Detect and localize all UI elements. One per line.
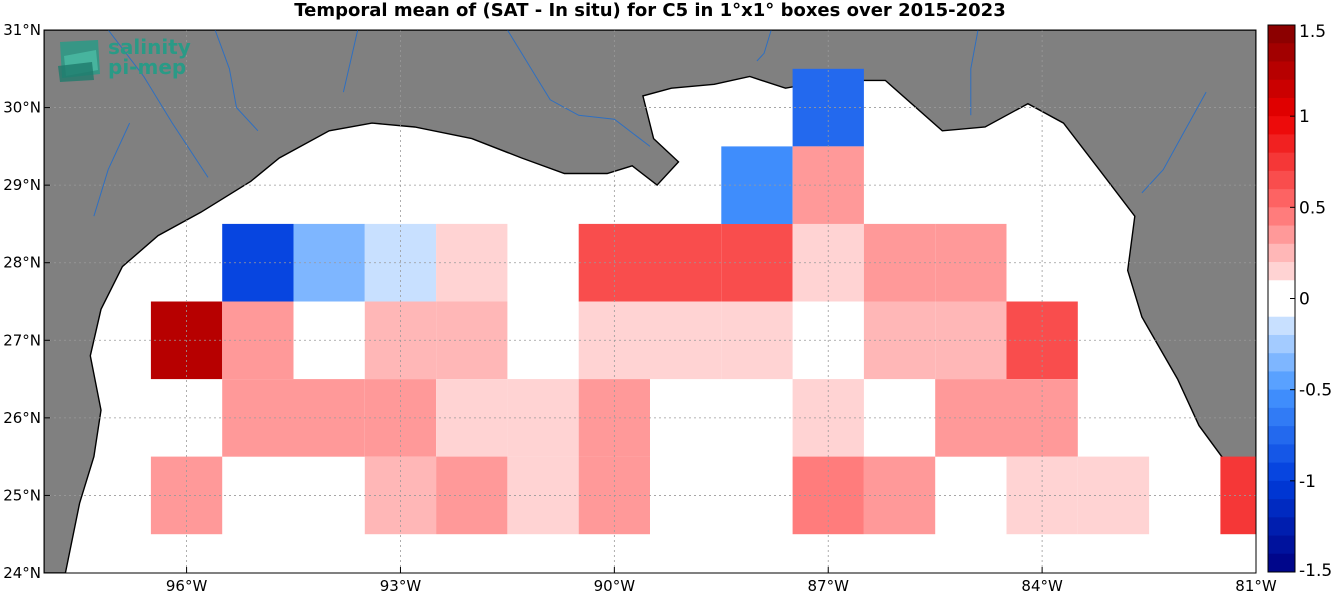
axis-ticks: 96°W 93°W 90°W 87°W 84°W 81°W 24°N 25°N 26°N 27°N… bbox=[3, 21, 1277, 594]
lon-tick-label: 90°W bbox=[594, 577, 636, 594]
heatmap-cell bbox=[721, 223, 793, 302]
colorbar-segment bbox=[1268, 116, 1295, 135]
colorbar-segment bbox=[1268, 444, 1295, 463]
heatmap-cell bbox=[436, 301, 508, 380]
heatmap-cell bbox=[1077, 456, 1150, 535]
colorbar-tick-label: -1.5 bbox=[1299, 561, 1332, 581]
lon-tick-label: 87°W bbox=[808, 577, 850, 594]
colorbar-segment bbox=[1268, 134, 1295, 154]
colorbar-segment bbox=[1268, 462, 1295, 482]
river-line bbox=[970, 30, 979, 116]
river-line bbox=[93, 122, 131, 217]
logo: salinity pi-mep bbox=[58, 35, 191, 82]
colorbar-segment bbox=[1268, 499, 1295, 518]
river-line bbox=[214, 30, 259, 132]
colorbar-segment bbox=[1268, 152, 1295, 172]
river-line bbox=[506, 30, 651, 147]
colorbar-segment bbox=[1268, 535, 1295, 555]
colorbar-segment bbox=[1268, 61, 1295, 81]
land-layer bbox=[44, 30, 1256, 573]
lon-tick-label: 93°W bbox=[380, 577, 422, 594]
salinity-pimep-logo-icon bbox=[58, 40, 100, 82]
heatmap-cell bbox=[222, 301, 294, 380]
colorbar-segment bbox=[1268, 407, 1295, 427]
colorbar-segment bbox=[1268, 371, 1295, 391]
heatmap-cell bbox=[507, 379, 579, 457]
lat-tick-label: 31°N bbox=[3, 21, 41, 39]
colorbar-segment bbox=[1268, 280, 1295, 299]
colorbar-tick-label: -0.5 bbox=[1299, 381, 1332, 401]
heatmap-cell bbox=[721, 146, 793, 224]
lat-tick-label: 26°N bbox=[3, 409, 41, 427]
colorbar-segment bbox=[1268, 189, 1295, 208]
colorbar-segment bbox=[1268, 517, 1295, 536]
lon-tick-label: 84°W bbox=[1021, 577, 1063, 594]
colorbar-tick-label: 1.5 bbox=[1299, 22, 1326, 42]
plot-frame bbox=[43, 29, 1257, 574]
colorbar-segment bbox=[1268, 243, 1295, 263]
colorbar-segment bbox=[1268, 43, 1295, 62]
colorbar-tick-label: 0 bbox=[1299, 290, 1310, 310]
colorbar-tick-label: 0.5 bbox=[1299, 198, 1326, 218]
colorbar-ticks: 1.5 1 0.5 0 -0.5 -1 -1.5 bbox=[1290, 22, 1332, 581]
river-line bbox=[1141, 91, 1207, 194]
river-line bbox=[756, 30, 772, 62]
heatmap-cell bbox=[222, 223, 294, 302]
colorbar-segment bbox=[1268, 553, 1295, 573]
lat-tick-label: 29°N bbox=[3, 176, 41, 194]
lat-tick-label: 25°N bbox=[3, 486, 41, 504]
colorbar-segment bbox=[1268, 389, 1295, 409]
colorbar-tick-label: -1 bbox=[1299, 472, 1316, 492]
lat-tick-label: 28°N bbox=[3, 254, 41, 272]
lat-tick-label: 24°N bbox=[3, 564, 41, 582]
river-line bbox=[342, 30, 359, 93]
heatmap-cell bbox=[436, 456, 508, 535]
lon-tick-label: 96°W bbox=[166, 577, 208, 594]
colorbar-segment bbox=[1268, 79, 1295, 99]
colorbar-segment bbox=[1268, 316, 1295, 336]
colorbar bbox=[1267, 24, 1296, 573]
lon-tick-label: 81°W bbox=[1235, 577, 1277, 594]
colorbar-segment bbox=[1268, 353, 1295, 372]
river-line bbox=[107, 30, 209, 178]
colorbar-segment bbox=[1268, 480, 1295, 500]
colorbar-segment bbox=[1268, 97, 1295, 117]
lat-tick-label: 30°N bbox=[3, 99, 41, 117]
colorbar-segment bbox=[1268, 426, 1295, 445]
colorbar-segment bbox=[1268, 170, 1295, 190]
colorbar-segment bbox=[1268, 334, 1295, 354]
logo-line1: salinity bbox=[108, 35, 191, 59]
colorbar-segment bbox=[1268, 225, 1295, 245]
heatmap-cell bbox=[222, 379, 294, 457]
heatmap-cell bbox=[436, 223, 508, 302]
heatmap-cell bbox=[436, 379, 508, 457]
grid-lines bbox=[44, 30, 1256, 573]
colorbar-segment bbox=[1268, 25, 1295, 44]
logo-line2: pi-mep bbox=[108, 55, 186, 79]
heatmap-cell bbox=[721, 301, 793, 380]
colorbar-segment bbox=[1268, 207, 1295, 226]
colorbar-segment bbox=[1268, 262, 1295, 281]
lat-tick-label: 27°N bbox=[3, 331, 41, 349]
land-mass bbox=[44, 30, 1256, 573]
colorbar-tick-label: 1 bbox=[1299, 107, 1310, 127]
rivers-layer bbox=[93, 30, 1207, 217]
heatmap-cell bbox=[507, 456, 579, 535]
map-title: Temporal mean of (SAT - In situ) for C5 … bbox=[294, 0, 1006, 21]
colorbar-segment bbox=[1268, 298, 1295, 318]
